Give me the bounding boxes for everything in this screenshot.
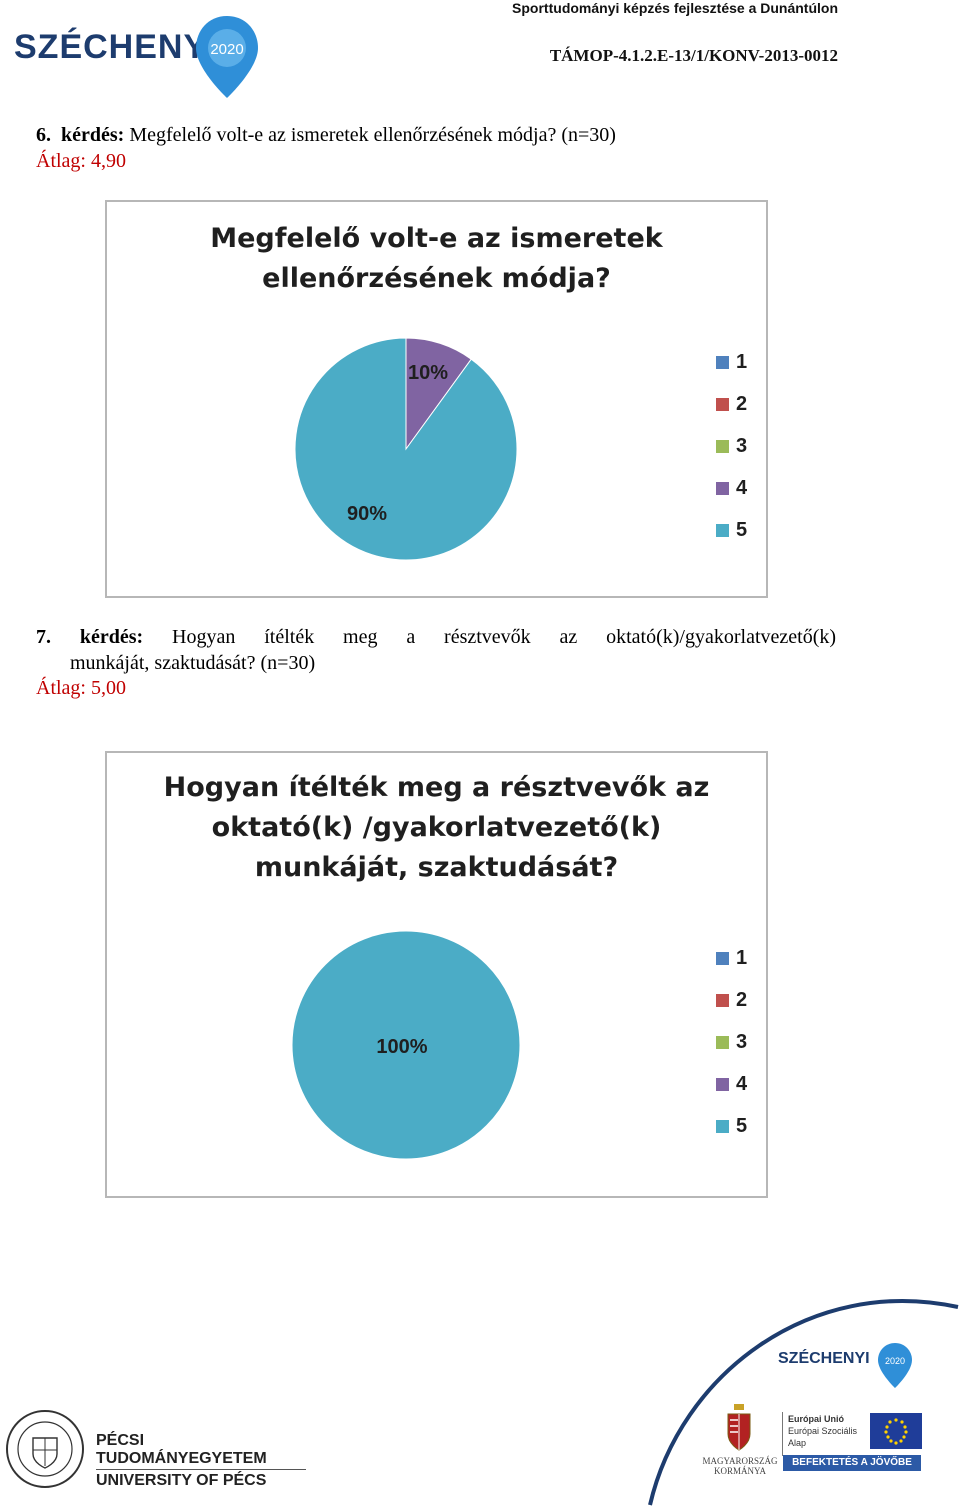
legend-swatch-5 [716,524,729,537]
legend-label-3: 3 [736,1031,748,1053]
legend-swatch-4 [716,482,729,495]
legend-swatch-4 [716,1078,729,1091]
legend-swatch-5 [716,1120,729,1133]
chart-q6-title-line: Megfelelő volt-e az ismeretek [210,223,663,254]
header-project-title: Sporttudományi képzés fejlesztése a Duná… [512,0,838,16]
pie-slice-5 [291,930,521,1160]
location-pin-icon: 2020 [196,16,258,98]
legend-label-4: 4 [736,1073,748,1095]
chart-q7-pie: 100% [291,930,521,1160]
szechenyi-logo: SZÉCHENYI [14,28,218,67]
pte-name-en: UNIVERSITY OF PÉCS [96,1472,267,1489]
chart-q7-title: Hogyan ítélték meg a résztvevők az oktat… [107,768,766,888]
footer-decor-arc [648,1299,959,1506]
legend-label-5: 5 [736,519,748,541]
eu-flag-icon [870,1413,922,1449]
question-7-label: kérdés: [79,626,144,648]
question-7-cont: munkáját, szaktudását? (n=30) [70,652,315,675]
legend-swatch-2 [716,398,729,411]
question-7-number: 7. [36,626,51,648]
gov-line1: MAGYARORSZÁG [702,1456,778,1466]
question-6-n: (n=30) [561,124,616,146]
pie-data-label: 90% [347,503,387,525]
legend-label-1: 1 [736,947,748,969]
eu-line1: Európai Unió [788,1414,844,1424]
legend-swatch-3 [716,1036,729,1049]
footer-szechenyi-logo: SZÉCHENYI [778,1350,870,1368]
chart-q7-title-line: munkáját, szaktudását? [254,852,619,883]
legend-swatch-2 [716,994,729,1007]
legend-label-4: 4 [736,477,748,499]
chart-q6: Megfelelő volt-e az ismeretek ellenőrzés… [105,200,768,598]
question-7-average: Átlag: 5,00 [36,677,126,699]
question-6-label: kérdés: [61,124,125,146]
eu-text-block: Európai Unió Európai Szociális Alap [788,1413,857,1449]
legend-swatch-3 [716,440,729,453]
question-7: 7. kérdés: Hogyan ítélték meg a résztvev… [36,626,836,649]
chart-q7-title-line: Hogyan ítélték meg a résztvevők az [163,772,710,803]
pte-name-hu: PÉCSI TUDOMÁNYEGYETEM [96,1432,267,1467]
pie-slice-5 [294,337,518,561]
pie-data-label: 100% [376,1036,427,1058]
question-6: 6. kérdés: Megfelelő volt-e az ismeretek… [36,124,616,147]
question-7-text-line1: Hogyan ítélték meg a résztvevők az oktat… [172,626,837,648]
footer-location-pin-icon: 2020 [878,1343,912,1388]
header-project-code: TÁMOP-4.1.2.E-13/1/KONV-2013-0012 [549,46,838,65]
chart-q6-pie: 10% 90% [294,337,518,561]
pie-data-label: 10% [408,362,448,384]
question-7-text-line2: munkáját, szaktudását? [70,652,256,674]
chart-q7: Hogyan ítélték meg a résztvevők az oktat… [105,751,768,1198]
legend-label-2: 2 [736,989,748,1011]
legend-label-2: 2 [736,393,748,415]
chart-q7-title-line: oktató(k) /gyakorlatvezető(k) [211,812,662,843]
legend-label-3: 3 [736,435,748,457]
question-6-average: Átlag: 4,90 [36,150,126,172]
legend-swatch-1 [716,356,729,369]
chart-q6-title-line: ellenőrzésének módja? [262,263,611,294]
question-7-n: (n=30) [260,652,316,674]
legend-swatch-1 [716,952,729,965]
eu-banner: BEFEKTETÉS A JÖVŐBE [783,1455,921,1471]
question-6-number: 6. [36,124,51,146]
question-6-text: Megfelelő volt-e az ismeretek ellenőrzés… [129,124,557,146]
university-seal-icon [6,1410,84,1488]
gov-line2: KORMÁNYA [713,1466,766,1476]
gov-logo-text: MAGYARORSZÁG KORMÁNYA [700,1456,780,1476]
footer-logo-year: 2020 [885,1356,905,1366]
eu-line3: Alap [788,1438,807,1448]
hungarian-crest-icon [727,1404,751,1451]
footer-szechenyi-text: SZÉCHENYI [778,1350,870,1367]
eu-line2: Európai Szociális [788,1426,858,1436]
eu-divider [782,1412,783,1456]
chart-q6-title: Megfelelő volt-e az ismeretek ellenőrzés… [107,219,766,299]
pte-logo: PÉCSI TUDOMÁNYEGYETEM UNIVERSITY OF PÉCS [96,1432,306,1490]
pte-divider [96,1469,306,1470]
legend-label-5: 5 [736,1115,748,1137]
szechenyi-logo-text: SZÉCHENYI [14,28,218,66]
legend-label-1: 1 [736,351,748,373]
logo-year: 2020 [210,41,243,58]
